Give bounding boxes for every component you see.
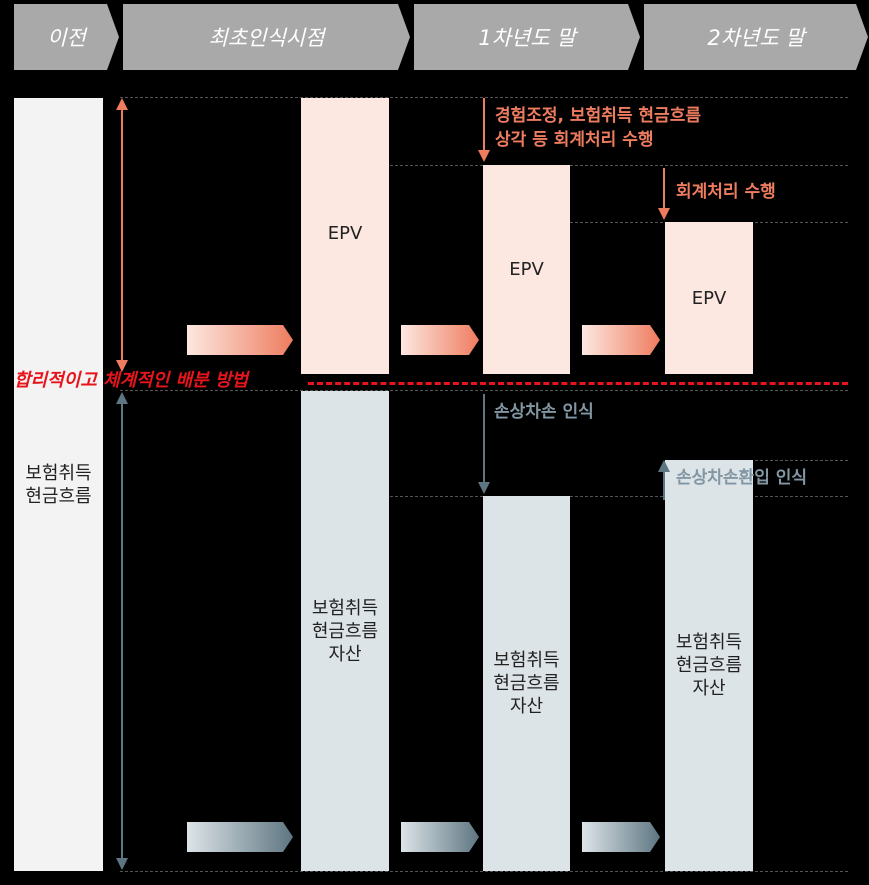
guide-line-asset-year2 bbox=[755, 460, 848, 461]
stage-initial-recognition: 최초인식시점 bbox=[123, 4, 410, 70]
asset-transfer-arrow-2 bbox=[401, 822, 479, 852]
guide-line-bottom bbox=[120, 871, 848, 872]
stage-year-1-end-label: 1차년도 말 bbox=[478, 26, 576, 50]
asset-box-initial: 보험취득 현금흐름 자산 bbox=[301, 391, 389, 871]
guide-line-asset-top bbox=[120, 390, 848, 391]
allocation-method-line bbox=[308, 382, 848, 385]
epv-box-year2: EPV bbox=[665, 222, 753, 374]
experience-adjustment-note: 경험조정, 보험취득 현금흐름 상각 등 회계처리 수행 bbox=[495, 106, 701, 150]
stage-year-2-end-label: 2차년도 말 bbox=[707, 26, 805, 50]
epv-transfer-arrow-1 bbox=[187, 325, 293, 355]
impairment-arrow bbox=[478, 394, 490, 494]
asset-transfer-arrow-1 bbox=[187, 822, 293, 852]
asset-label-year2: 보험취득 현금흐름 자산 bbox=[675, 632, 743, 699]
stage-before: 이전 bbox=[14, 4, 119, 70]
epv-label-initial: EPV bbox=[327, 223, 363, 244]
asset-label-initial: 보험취득 현금흐름 자산 bbox=[311, 597, 379, 665]
asset-box-year1: 보험취득 현금흐름 자산 bbox=[483, 496, 570, 871]
impairment-reversal-note: 손상차손환입 인식 bbox=[676, 468, 808, 488]
before-cashflow-label: 보험취득 현금흐름 bbox=[25, 462, 92, 507]
epv-transfer-arrow-3 bbox=[582, 325, 660, 355]
impairment-reversal-arrow bbox=[658, 460, 670, 500]
epv-transfer-arrow-2 bbox=[401, 325, 479, 355]
asset-box-year2: 보험취득 현금흐름 자산 bbox=[665, 460, 753, 871]
before-cashflow-column: 보험취득 현금흐름 bbox=[14, 98, 103, 871]
epv-range-arrow bbox=[116, 98, 128, 372]
epv-box-initial: EPV bbox=[301, 98, 389, 374]
experience-adjustment-arrow bbox=[478, 98, 490, 162]
accounting-note: 회계처리 수행 bbox=[676, 182, 776, 202]
stage-year-2-end: 2차년도 말 bbox=[644, 4, 868, 70]
stage-year-1-end: 1차년도 말 bbox=[414, 4, 640, 70]
epv-label-year1: EPV bbox=[509, 259, 544, 280]
guide-line-top bbox=[120, 97, 848, 98]
epv-box-year1: EPV bbox=[483, 165, 570, 374]
epv-label-year2: EPV bbox=[691, 287, 727, 309]
allocation-method-label: 합리적이고 체계적인 배분 방법 bbox=[14, 370, 249, 391]
stage-before-label: 이전 bbox=[47, 26, 86, 50]
guide-line-asset-year1 bbox=[390, 496, 848, 497]
guide-line-epv-year1 bbox=[390, 165, 848, 166]
impairment-note: 손상차손 인식 bbox=[494, 402, 594, 422]
asset-range-arrow bbox=[116, 392, 128, 870]
asset-transfer-arrow-3 bbox=[582, 822, 660, 852]
asset-label-year1: 보험취득 현금흐름 자산 bbox=[493, 650, 560, 717]
accounting-arrow bbox=[658, 168, 670, 220]
stage-initial-recognition-label: 최초인식시점 bbox=[208, 26, 325, 50]
